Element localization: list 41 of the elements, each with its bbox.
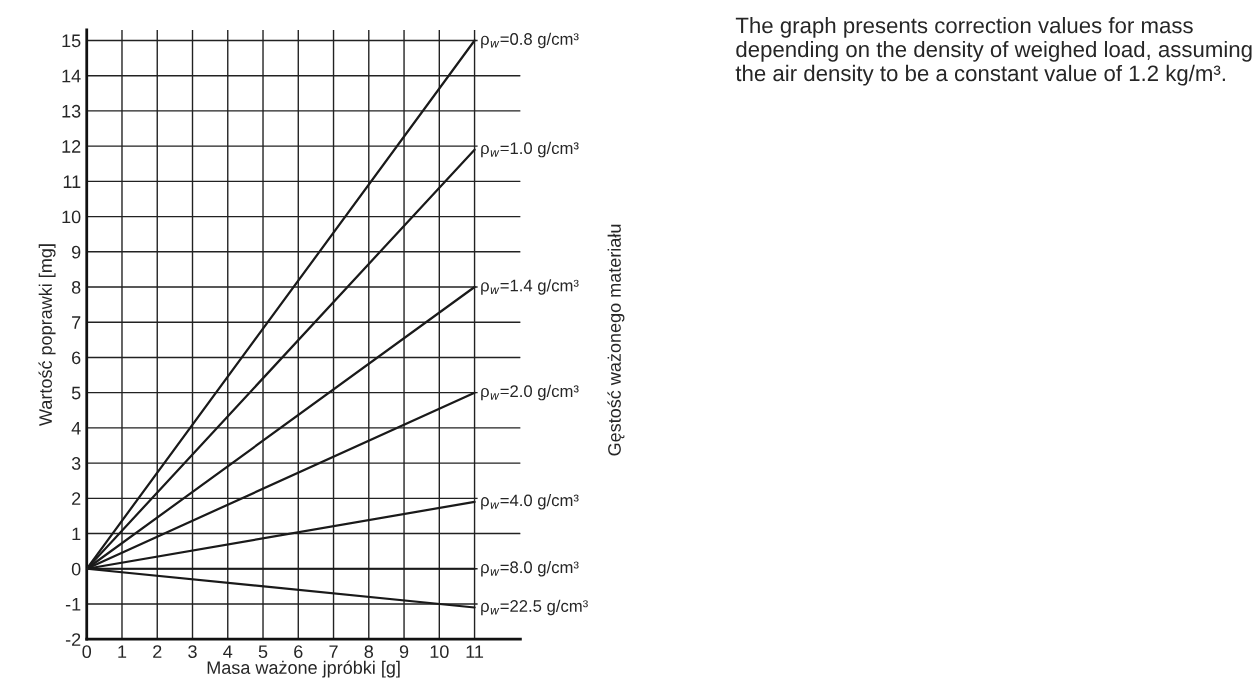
x-tick-label: 4 [223,645,233,658]
y-tick-label: 6 [72,351,81,365]
y-tick-label: 3 [71,457,81,470]
series-label: ρ$_{w}$=8.0 g/cm³ [481,560,579,577]
x-tick-label: 0 [82,645,92,659]
series-label: ρ$_{w}$=2.0 g/cm³ [481,384,579,401]
y-tick-label: 2 [72,492,81,505]
text: The graph presents correction values for mass depending on the density of weighed load, assuming the air density to be a constant value of 1.2 kg/m³. [735,17,1252,86]
y-tick-label: 9 [71,245,81,259]
x-tick-label: 11 [466,645,484,658]
y-axis-title: Wartość poprawki [mg] [38,244,56,426]
x-tick-label: 3 [188,645,197,659]
y-tick-label: 15 [62,34,81,48]
x-axis-title: Masa ważone jpróbki [g] [207,660,400,678]
x-tick-label: 6 [294,645,303,659]
series-label: ρ$_{w}$=1.0 g/cm³ [481,141,579,158]
y-tick-label: 10 [62,210,81,224]
y-tick-label: 5 [71,386,81,400]
y-tick-label: 14 [62,69,81,83]
y-tick-label: 8 [71,280,81,294]
y-tick-label: 1 [72,527,81,541]
y-tick-label: 13 [62,104,81,118]
y-tick-label: 4 [71,422,81,435]
y-tick-label: 11 [63,175,81,188]
series-label: ρ$_{w}$=1.4 g/cm³ [481,279,579,295]
series-label: ρ$_{w}$=4.0 g/cm³ [481,494,579,510]
x-tick-label: 7 [329,645,338,658]
x-tick-label: 5 [258,645,268,659]
series-label: ρ$_{w}$=22.5 g/cm³ [481,599,588,616]
x-tick-label: 8 [364,645,374,659]
series-label: ρ$_{w}$=0.8 g/cm³ [481,32,579,49]
y-tick-label: -1 [65,598,81,611]
y-tick-label: 7 [72,316,81,329]
y2-axis-title: Gęstość ważonego materiału [607,224,625,456]
y-tick-label: 0 [71,562,81,576]
x-tick-label: 2 [153,645,162,658]
x-tick-label: 9 [399,645,409,659]
x-tick-label: 10 [430,645,449,659]
y-tick-label: -2 [65,633,81,646]
y-tick-label: 12 [62,140,81,153]
x-tick-label: 1 [118,645,127,658]
